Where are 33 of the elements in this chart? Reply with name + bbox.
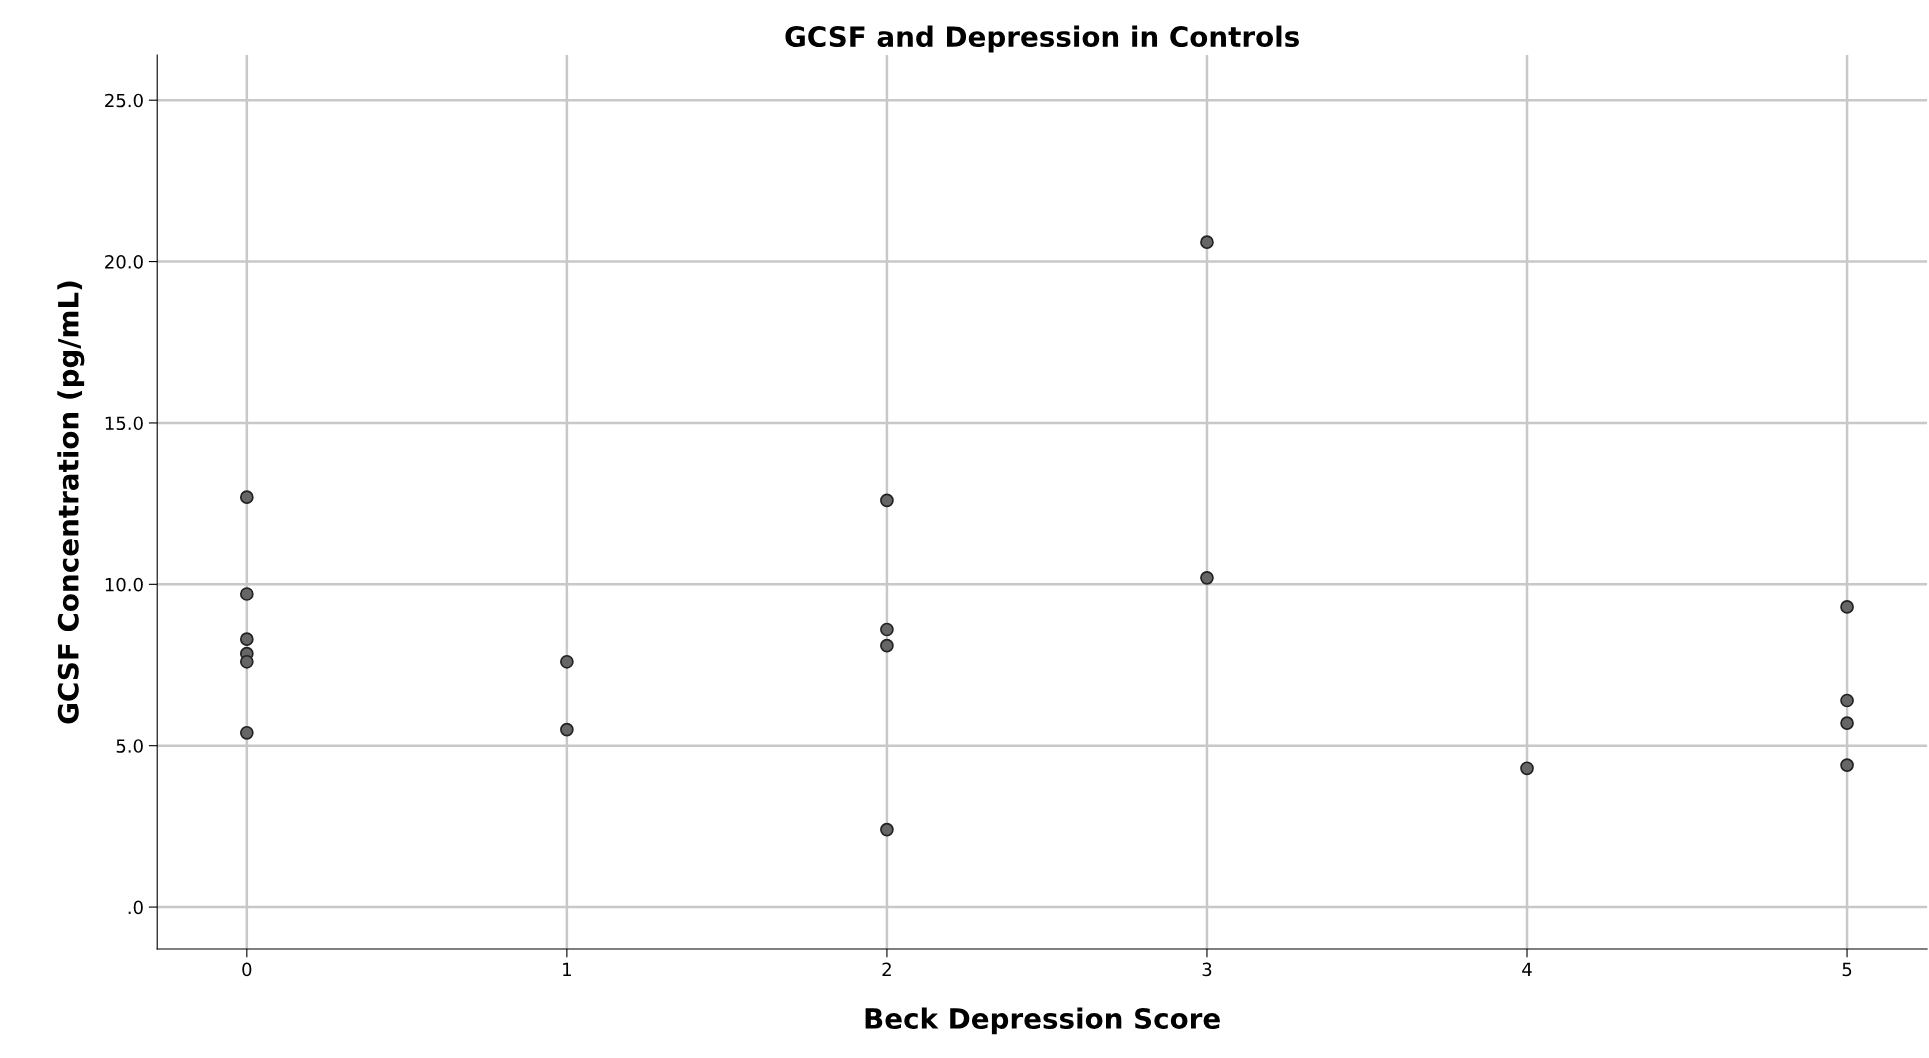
point — [1840, 716, 1854, 730]
y-tick-label: 5.0 — [116, 739, 143, 753]
point — [1840, 758, 1854, 772]
point — [880, 493, 894, 508]
x-tick-label: 3 — [1202, 962, 1212, 977]
chart-title: GCSF and Depression in Controls — [785, 25, 1299, 53]
point — [1200, 571, 1214, 585]
x-tick-label: 4 — [1522, 962, 1532, 976]
point — [239, 587, 254, 601]
point — [560, 654, 574, 669]
point — [880, 638, 894, 653]
x-tick-label: 1 — [563, 962, 571, 976]
point — [560, 722, 574, 737]
x-tick-label: 5 — [1842, 962, 1852, 977]
point — [1520, 761, 1534, 776]
y-tick-label: 10.0 — [105, 577, 143, 592]
point — [1840, 693, 1854, 708]
point — [239, 632, 254, 647]
point — [239, 725, 254, 740]
point — [239, 654, 254, 669]
y-tick-label: .0 — [128, 900, 143, 915]
y-tick-label: 15.0 — [105, 416, 143, 431]
x-tick-label: 0 — [242, 962, 252, 977]
y-tick-label: 20.0 — [105, 255, 143, 269]
point — [880, 622, 894, 637]
point — [239, 490, 254, 505]
point — [1840, 600, 1854, 614]
y-tick-label: 25.0 — [105, 93, 143, 108]
x-axis-title: Beck Depression Score — [865, 1007, 1220, 1035]
y-axis-title: GCSF Concentration (pg/mL) — [57, 281, 85, 724]
point — [880, 822, 894, 837]
point — [1200, 235, 1214, 250]
x-tick-label: 2 — [882, 962, 891, 976]
